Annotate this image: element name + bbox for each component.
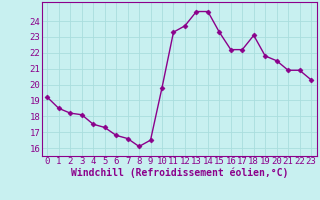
- X-axis label: Windchill (Refroidissement éolien,°C): Windchill (Refroidissement éolien,°C): [70, 168, 288, 178]
